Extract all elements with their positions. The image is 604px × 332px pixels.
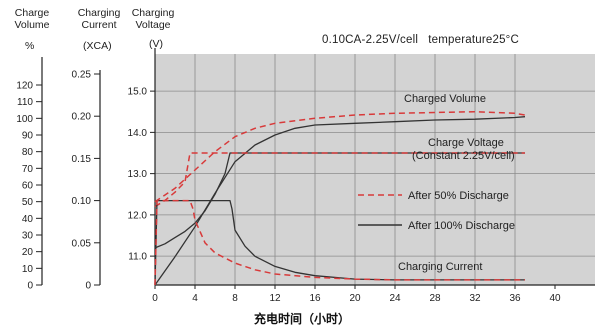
volume-tick-label: 30 [22,231,34,242]
legend: After 50% Discharge After 100% Discharge [358,190,515,232]
charging-voltage-header: Charging Voltage [124,7,182,31]
charge-voltage-sub-label: (Constant 2.25V/cell) [412,150,515,162]
current-tick-label: 0.15 [72,154,92,165]
legend-entry-label: After 50% Discharge [408,190,509,202]
charging-current-label: Charging Current [398,261,482,273]
volume-tick-label: 120 [16,81,33,92]
current-tick-label: 0.25 [72,70,92,81]
charging-current-header-line2: Current [81,19,117,31]
current-tick-label: 0.20 [72,112,92,123]
x-tick-label: 12 [269,293,281,304]
x-tick-label: 8 [232,293,238,304]
volume-tick-label: 100 [16,114,33,125]
x-tick-label: 32 [469,293,481,304]
current-tick-label: 0.10 [72,196,92,207]
volume-tick-label: 10 [22,264,34,275]
charge-volume-header: Charge Volume [6,7,58,31]
series-line-3 [154,152,525,208]
x-axis-label: 充电时间（小时） [253,312,350,326]
charging-voltage-header-line1: Charging [131,7,175,19]
charged-volume-label: Charged Volume [404,93,486,105]
series-lines [154,110,526,286]
voltage-tick-label: 12.0 [128,210,148,221]
charge-volume-header-line1: Charge [14,7,50,19]
current-tick-label: 0.05 [72,238,92,249]
charge-voltage-label: Charge Voltage [428,137,504,149]
annotation-labels: Charged Volume Charge Voltage(Constant 2.… [398,93,515,273]
volume-tick-label: 80 [22,147,34,158]
volume-tick-label: 40 [22,214,34,225]
volume-tick-label: 60 [22,181,34,192]
x-tick-label: 28 [429,293,441,304]
charging-current-header-line1: Charging [77,7,121,19]
volume-tick-label: 0 [27,281,33,292]
volume-tick-label: 50 [22,197,34,208]
voltage-tick-label: 14.0 [128,128,148,139]
x-tick-label: 0 [152,293,158,304]
voltage-tick-label: 13.0 [128,169,148,180]
series-line-1 [154,110,526,203]
voltage-tick-label: 15.0 [128,87,148,98]
voltage-tick-label: 11.0 [128,252,147,263]
charging-current-unit: (XCA) [83,40,112,52]
charging-voltage-unit: (V) [149,38,163,50]
charge-volume-unit: % [25,40,35,52]
x-tick-label: 24 [389,293,401,304]
charging-current-header: Charging Current [70,7,128,31]
x-tick-label: 40 [549,293,561,304]
plot-area [155,54,595,285]
charging-voltage-header-line2: Voltage [135,19,171,31]
test-conditions-note: 0.10CA-2.25V/cell temperature25°C [322,34,519,46]
axes: 0 4 8 12 16 20 24 28 32 36 40 11.0 12.0 13.0 14.0 15.0 0… [16,48,595,304]
volume-tick-label: 20 [22,247,34,258]
current-tick-label: 0 [85,281,91,292]
x-tick-label: 4 [192,293,198,304]
x-tick-label: 16 [309,293,321,304]
series-line-5 [154,199,525,286]
x-tick-label: 36 [509,293,521,304]
x-tick-label: 20 [349,293,361,304]
series-line-4 [154,199,525,286]
volume-tick-label: 110 [17,97,33,108]
legend-entry-label: After 100% Discharge [408,220,515,232]
volume-tick-label: 70 [22,164,34,175]
charge-volume-header-line2: Volume [14,19,50,31]
volume-tick-label: 90 [22,131,34,142]
